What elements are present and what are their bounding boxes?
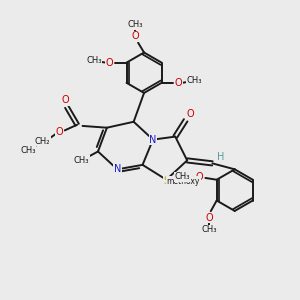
Text: O: O [175,78,183,88]
Text: CH₃: CH₃ [202,225,217,234]
Text: methoxy: methoxy [167,177,200,186]
Text: CH₂: CH₂ [35,136,50,146]
Text: CH₃: CH₃ [86,56,102,65]
Text: CH₃: CH₃ [175,172,190,181]
Text: CH₃: CH₃ [74,156,89,165]
Text: H: H [217,152,224,162]
Text: O: O [61,95,69,105]
Text: O: O [206,213,213,223]
Text: O: O [56,127,63,137]
Text: O: O [195,172,203,182]
Text: O: O [131,31,139,41]
Text: CH₃: CH₃ [128,20,143,29]
Text: CH₃: CH₃ [187,76,202,85]
Text: O: O [186,109,194,119]
Text: CH₃: CH₃ [20,146,36,154]
Text: S: S [163,176,170,186]
Text: N: N [114,164,121,174]
Text: O: O [106,58,113,68]
Text: N: N [149,135,157,145]
